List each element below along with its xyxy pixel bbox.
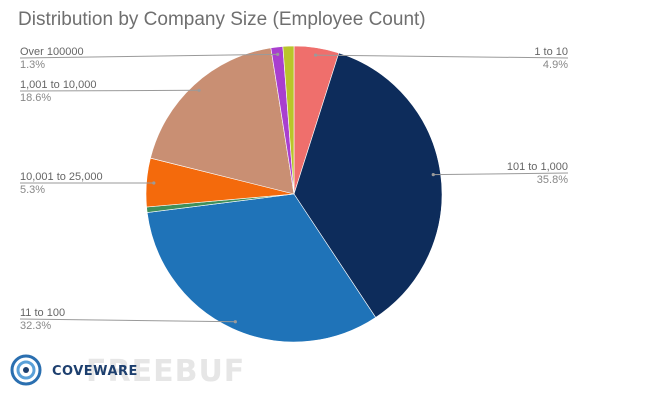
slice-percent-label: 5.3% [20, 184, 45, 196]
slice-label: 101 to 1,000 [507, 161, 568, 173]
slice-label: Over 100000 [20, 46, 84, 58]
pie-slice-unlabeled-8 [282, 45, 295, 195]
logo-text: COVEWARE [52, 364, 138, 379]
coveware-logo-icon [10, 354, 42, 386]
leader-line [315, 54, 569, 59]
pie-slice-1-001-to-10-000 [150, 47, 295, 195]
pie-slice-101-to-1-000 [293, 52, 443, 318]
leader-line [19, 53, 278, 59]
slice-label: 1,001 to 10,000 [20, 79, 96, 91]
slice-percent-label: 35.8% [537, 174, 568, 186]
brand-logo: FREEBUF COVEWARE [8, 352, 308, 389]
watermark-text: FREEBUF [86, 354, 246, 389]
slice-percent-label: 18.6% [20, 92, 51, 104]
slice-label: 10,001 to 25,000 [20, 171, 103, 183]
chart-title: Distribution by Company Size (Employee C… [18, 9, 426, 30]
pie-slice-11-to-100 [146, 193, 377, 343]
slice-label: 11 to 100 [20, 307, 65, 319]
leader-line [19, 89, 200, 92]
slice-percent-label: 32.3% [20, 320, 51, 332]
pie-slices [145, 45, 443, 343]
leader-line [433, 172, 569, 176]
slice-percent-label: 1.3% [20, 59, 45, 71]
slice-percent-label: 4.9% [543, 59, 568, 71]
slice-label: 1 to 10 [534, 46, 568, 58]
leader-line [19, 318, 236, 323]
